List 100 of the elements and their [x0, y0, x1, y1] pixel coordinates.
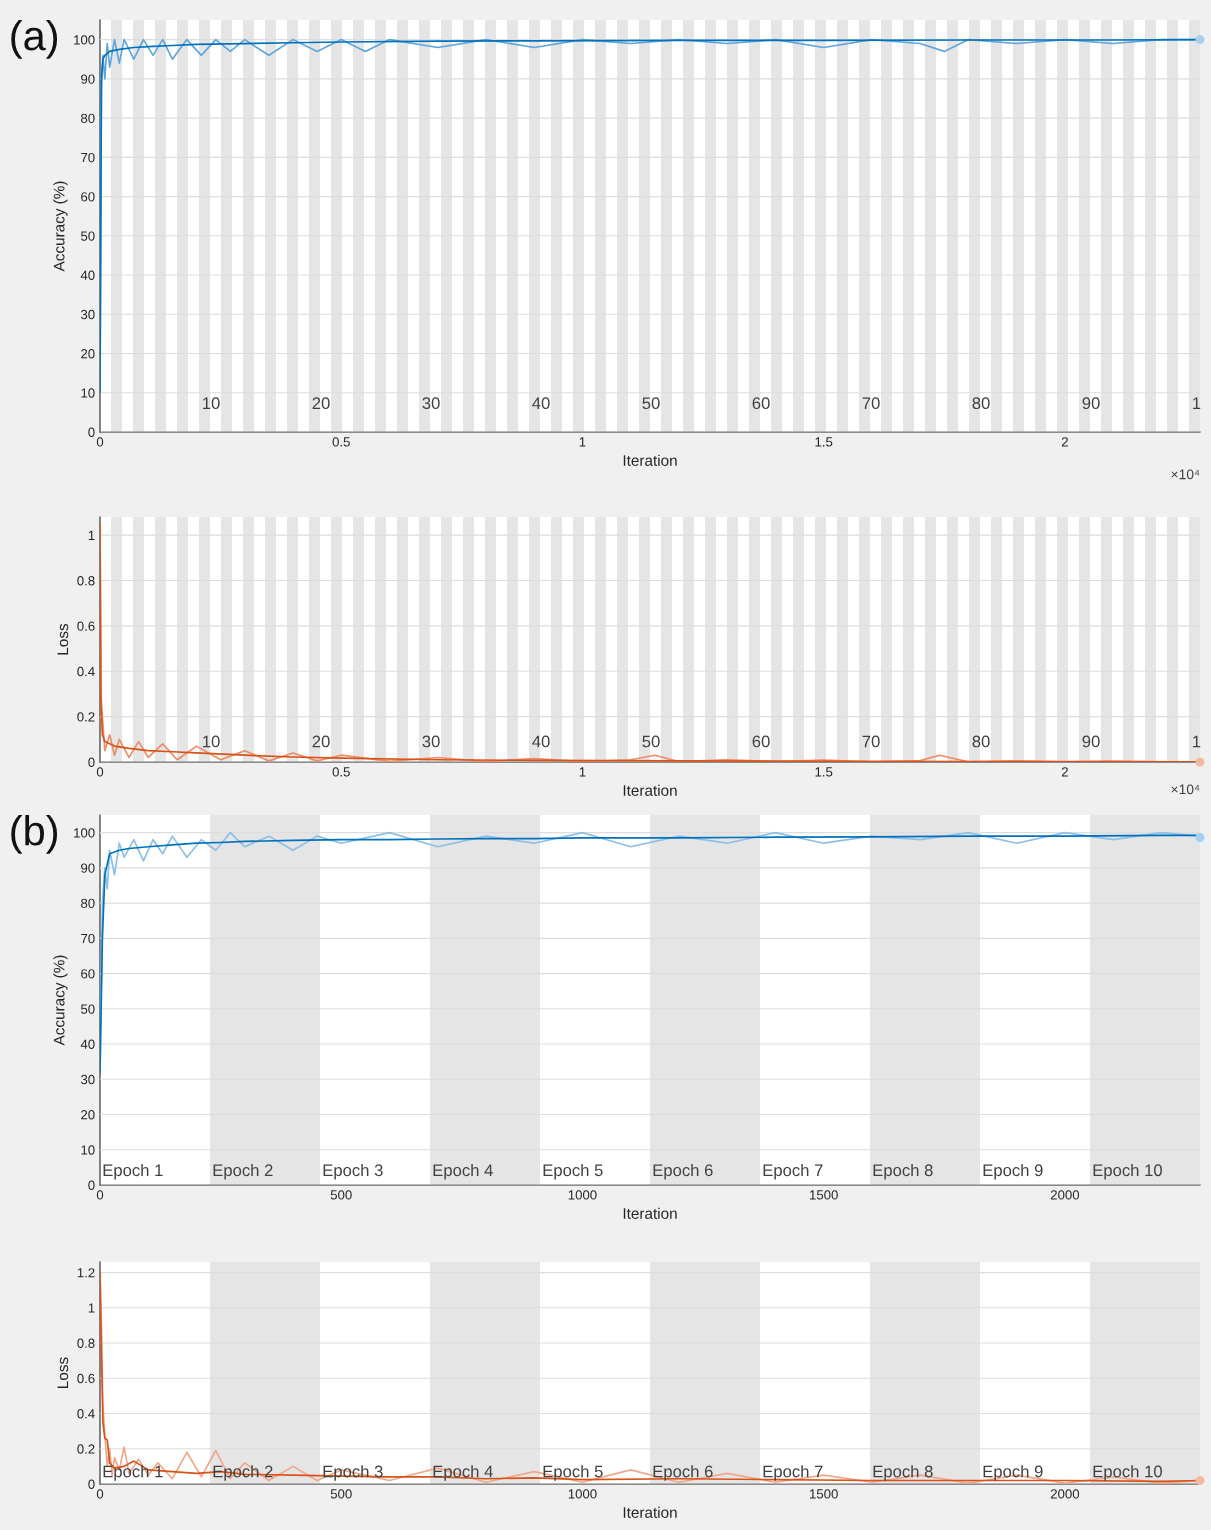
text: ×10⁴ [1171, 469, 1200, 480]
x-axis-title: Iteration [623, 454, 677, 466]
annotation: 80 [972, 397, 990, 410]
x-tick-label: 1 [579, 437, 586, 447]
x-tick-label: 0 [96, 437, 104, 447]
annotation: 70 [862, 397, 880, 410]
x-tick-label: 1500 [810, 1489, 838, 1499]
annotation: Epoch 5 [543, 1163, 603, 1180]
x-tick-label: 1500 [810, 1190, 838, 1200]
annotation: 40 [532, 397, 550, 410]
y-axis-title: Accuracy (%) [53, 181, 68, 272]
annotation: Epoch 2 [213, 1163, 273, 1180]
x-tick-label: 1000 [568, 1190, 597, 1200]
y-tick-label: 100 [74, 828, 95, 838]
annotation: 90 [1082, 397, 1100, 410]
annotation: 60 [752, 735, 770, 748]
annotation: 1 [1193, 397, 1201, 409]
y-tick-label: 50 [80, 231, 95, 241]
x-tick-label: 1.5 [815, 767, 833, 777]
annotation: 10 [203, 735, 220, 748]
y-tick-label: 30 [80, 1074, 95, 1085]
x-tick-label: 500 [330, 1489, 352, 1499]
annotation: 50 [642, 397, 660, 410]
y-tick-label: 0.2 [77, 712, 95, 722]
y-axis-title: Loss [57, 623, 69, 655]
y-tick-label: 40 [80, 1039, 95, 1049]
y-tick-label: 10 [81, 388, 95, 398]
annotation: Epoch 7 [763, 1163, 823, 1180]
x-axis-title: Iteration [623, 1207, 677, 1219]
y-tick-label: 0.4 [77, 666, 95, 677]
y-tick-label: 0 [88, 757, 95, 767]
annotation: Epoch 10 [1093, 1465, 1162, 1481]
annotation: Epoch 4 [433, 1163, 493, 1180]
y-tick-label: 0.8 [77, 1338, 95, 1348]
annotation: 20 [312, 735, 330, 748]
x-tick-label: 0.5 [332, 767, 350, 777]
y-tick-label: 60 [81, 192, 95, 202]
x-tick-label: 2 [1061, 437, 1068, 447]
y-tick-label: 40 [80, 270, 95, 280]
y-tick-label: 80 [81, 113, 95, 124]
annotation: 80 [972, 735, 990, 748]
annotation: 60 [752, 397, 770, 410]
annotation: Epoch 10 [1093, 1163, 1162, 1180]
y-tick-label: 50 [80, 1004, 95, 1014]
annotation: 1 [1193, 735, 1201, 748]
y-tick-label: 1.2 [77, 1268, 95, 1278]
y-tick-label: 20 [81, 349, 95, 359]
y-tick-label: 30 [80, 309, 95, 320]
x-tick-label: 0 [96, 1489, 104, 1499]
x-tick-label: 0 [96, 1190, 104, 1200]
x-tick-label: 1000 [568, 1489, 597, 1499]
y-tick-label: 1 [88, 530, 95, 540]
y-tick-label: 0.4 [77, 1409, 95, 1419]
annotation: Epoch 6 [653, 1465, 713, 1481]
y-tick-label: 0.8 [77, 576, 95, 586]
x-tick-label: 1 [579, 767, 586, 777]
annotation: Epoch 5 [543, 1465, 603, 1481]
annotation: 30 [422, 397, 440, 410]
annotation: Epoch 8 [873, 1465, 933, 1481]
y-tick-label: 70 [81, 152, 95, 163]
y-tick-label: 1 [88, 1303, 95, 1313]
annotation: 10 [203, 397, 220, 410]
y-tick-label: 20 [81, 1110, 95, 1120]
annotation: 50 [642, 735, 660, 748]
y-tick-label: 0.2 [77, 1444, 95, 1454]
y-tick-label: 100 [74, 35, 95, 45]
chart-title: (b) [11, 815, 58, 854]
x-tick-label: 0.5 [332, 437, 350, 447]
annotation: 20 [312, 397, 330, 410]
annotation: Epoch 3 [323, 1163, 383, 1180]
text: ×10⁴ [1171, 784, 1200, 795]
annotation: 40 [532, 735, 550, 748]
y-tick-label: 90 [81, 863, 95, 873]
x-tick-label: 2000 [1050, 1489, 1080, 1499]
x-tick-label: 500 [330, 1190, 352, 1200]
x-tick-label: 2 [1061, 767, 1068, 777]
annotation: 90 [1082, 735, 1100, 748]
y-axis-title: Accuracy (%) [53, 955, 68, 1046]
x-axis-title: Iteration [623, 1506, 677, 1518]
x-tick-label: 0 [96, 767, 104, 777]
y-axis-title: Loss [57, 1357, 69, 1388]
y-tick-label: 0 [88, 1479, 95, 1489]
y-tick-label: 60 [81, 969, 95, 979]
x-axis-title: Iteration [623, 784, 677, 796]
y-tick-label: 10 [81, 1145, 95, 1155]
y-tick-label: 0.6 [77, 621, 95, 631]
y-tick-label: 80 [81, 898, 95, 909]
annotation: 30 [422, 735, 440, 748]
y-tick-label: 0 [88, 1180, 95, 1190]
annotation: Epoch 1 [103, 1163, 163, 1180]
x-tick-label: 1.5 [815, 437, 833, 447]
annotation: Epoch 9 [983, 1163, 1043, 1180]
annotation: 70 [862, 735, 880, 748]
x-tick-label: 2000 [1050, 1190, 1080, 1200]
y-tick-label: 90 [81, 74, 95, 84]
annotation: Epoch 6 [653, 1163, 713, 1180]
annotation: Epoch 7 [763, 1465, 823, 1481]
chart-title: (a) [11, 20, 58, 59]
y-tick-label: 0 [88, 427, 95, 437]
annotation: Epoch 8 [873, 1163, 933, 1180]
